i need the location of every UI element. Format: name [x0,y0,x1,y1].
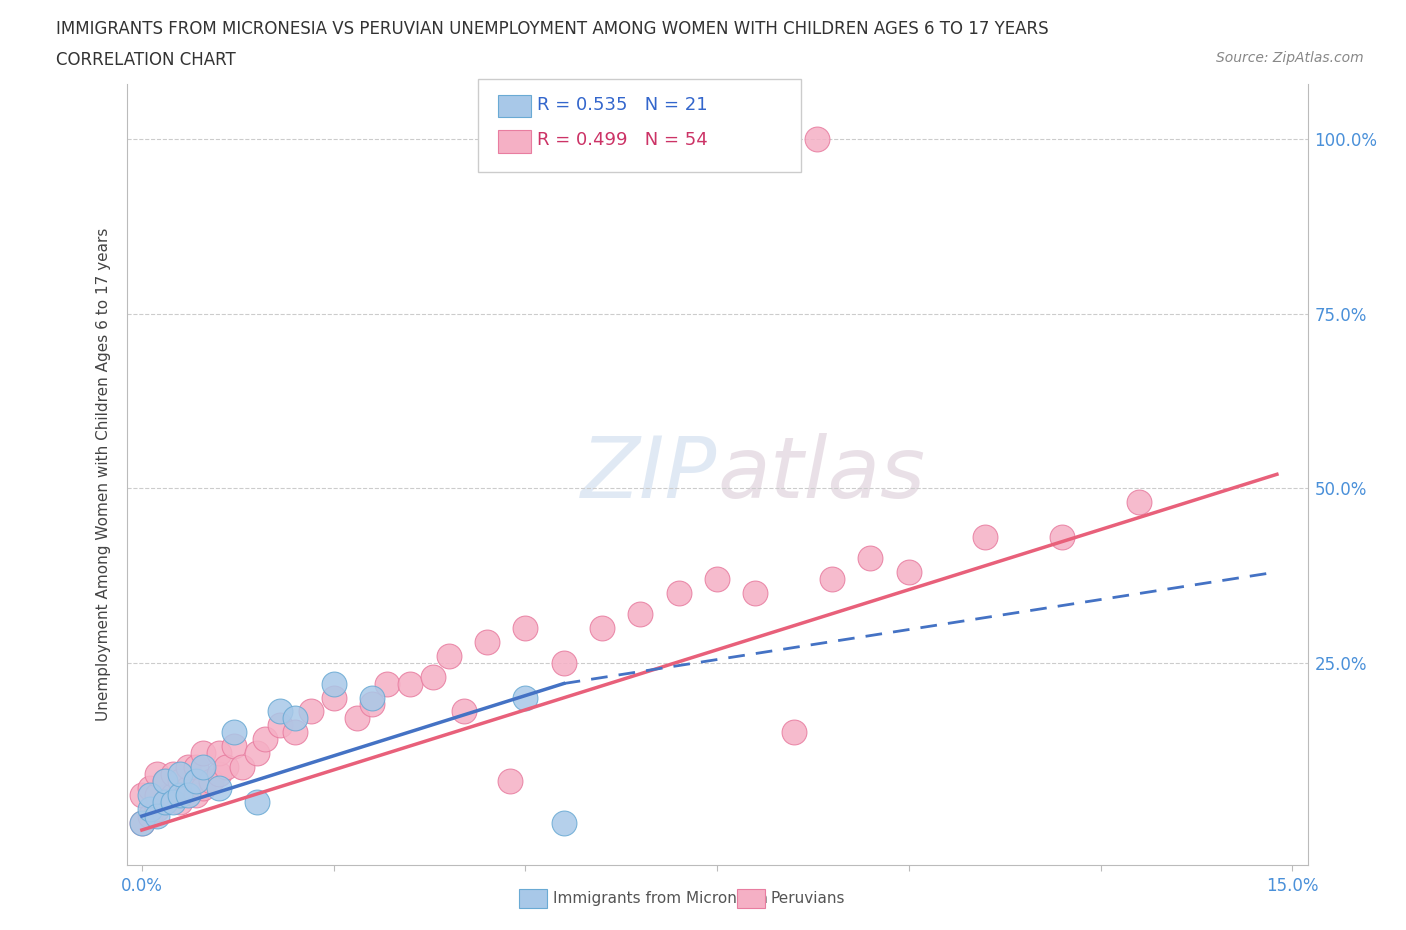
Point [146,788,169,803]
Point [153,794,176,809]
Point [269,704,291,719]
Point [744,586,766,601]
Point [231,760,253,775]
Point [897,565,920,579]
Point [153,774,176,789]
Point [207,781,229,796]
Point [269,718,291,733]
Point [138,781,160,796]
Point [169,788,191,803]
Point [131,788,153,803]
Point [207,766,229,781]
Point [215,760,238,775]
Text: atlas: atlas [717,432,925,516]
Point [162,794,184,809]
Point [628,606,651,621]
Point [138,809,160,824]
Point [499,774,522,789]
Point [553,816,575,830]
Point [169,774,191,789]
Text: Source: ZipAtlas.com: Source: ZipAtlas.com [1216,51,1364,65]
Point [361,698,384,712]
Point [177,788,200,803]
Point [193,781,215,796]
Point [253,732,276,747]
Point [361,690,384,705]
Point [346,711,368,725]
Point [668,586,690,601]
Point [146,809,169,824]
Point [146,766,169,781]
Point [591,620,613,635]
Point [399,676,422,691]
Text: R = 0.499   N = 54: R = 0.499 N = 54 [537,131,707,150]
Point [222,725,245,740]
Point [553,656,575,671]
Point [284,725,307,740]
Point [146,802,169,817]
Point [153,794,176,809]
Point [153,774,176,789]
Point [706,571,728,587]
Point [193,760,215,775]
Point [806,132,828,147]
Text: CORRELATION CHART: CORRELATION CHART [56,51,236,69]
Point [200,774,222,789]
Text: Peruvians: Peruvians [770,891,845,906]
Text: IMMIGRANTS FROM MICRONESIA VS PERUVIAN UNEMPLOYMENT AMONG WOMEN WITH CHILDREN AG: IMMIGRANTS FROM MICRONESIA VS PERUVIAN U… [56,20,1049,38]
Point [322,690,344,705]
Text: Immigrants from Micronesia: Immigrants from Micronesia [553,891,768,906]
Y-axis label: Unemployment Among Women with Children Ages 6 to 17 years: Unemployment Among Women with Children A… [96,228,111,721]
Point [859,551,882,565]
Point [177,760,200,775]
Point [284,711,307,725]
Point [1050,530,1073,545]
Point [169,794,191,809]
Point [322,676,344,691]
Point [437,648,460,663]
Point [821,571,844,587]
Point [162,766,184,781]
Point [515,690,537,705]
Point [193,746,215,761]
Text: ZIP: ZIP [581,432,717,516]
Point [169,766,191,781]
Point [475,634,498,649]
Point [184,774,207,789]
Point [138,788,160,803]
Point [131,816,153,830]
Point [783,725,806,740]
Point [184,788,207,803]
Point [162,788,184,803]
Point [246,746,269,761]
Point [131,816,153,830]
Point [184,760,207,775]
Point [138,802,160,817]
Point [177,781,200,796]
Point [375,676,398,691]
Text: R = 0.535   N = 21: R = 0.535 N = 21 [537,96,707,114]
Point [222,738,245,753]
Point [299,704,322,719]
Point [1128,495,1150,510]
Point [453,704,475,719]
Point [207,746,229,761]
Point [974,530,997,545]
Point [422,670,444,684]
Point [246,794,269,809]
Point [515,620,537,635]
